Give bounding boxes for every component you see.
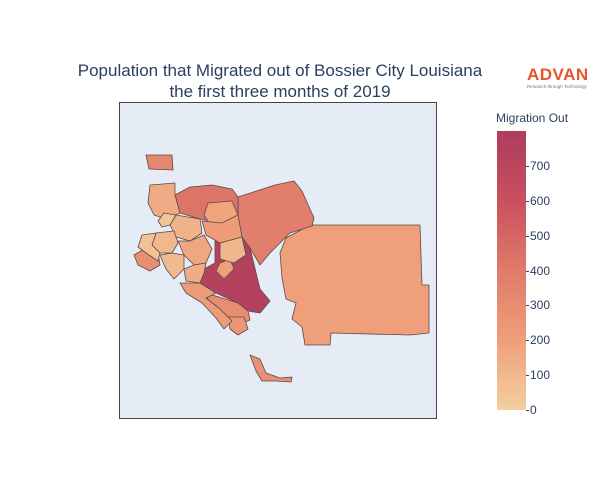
colorbar-tick-label: 200 [530,333,551,348]
colorbar-tick-mark [526,340,529,342]
advan-logo-tagline: Research through Technology [527,84,587,89]
map-region-zone-interior-11[interactable] [215,258,235,280]
map-region-zone-south-detached[interactable] [249,354,293,383]
advan-logo: ADVAN Research through Technology [527,66,597,90]
colorbar-tick-label: 100 [530,368,551,383]
colorbar-tick-label: 600 [530,193,551,208]
colorbar-tick-label: 0 [530,403,537,417]
colorbar-gradient [497,131,526,410]
colorbar-tick-mark [526,165,529,167]
map-region-zone-detached-north[interactable] [145,154,174,171]
chart-title: Population that Migrated out of Bossier … [0,60,560,102]
map-region-zone-interior-8[interactable] [159,252,185,280]
colorbar-tick-mark [526,410,529,411]
map-region-zone-interior-7[interactable] [177,234,213,266]
map-region-zone-river-strip[interactable] [179,282,233,330]
map-region-zone-interior-10[interactable] [157,212,177,228]
map-region-zone-south-tail-b[interactable] [227,316,249,336]
colorbar-tick-mark [526,375,529,377]
colorbar-tick-mark [526,235,529,237]
colorbar-tick-mark [526,270,529,272]
map-region-zone-interior-12[interactable] [219,236,247,264]
colorbar-tick-mark [526,200,529,202]
colorbar-tick-label: 300 [530,298,551,313]
map-region-zone-interior-9[interactable] [183,262,207,284]
chart-title-line2: the first three months of 2019 [169,82,391,101]
colorbar-tick-label: 400 [530,263,551,278]
map-region-zone-far-east[interactable] [279,224,430,346]
advan-logo-wordmark: ADVAN [527,65,589,84]
colorbar-tick-label: 500 [530,228,551,243]
map-region-zone-interior-6[interactable] [137,232,161,262]
colorbar-tick-mark [526,305,529,307]
chart-title-line1: Population that Migrated out of Bossier … [77,61,483,80]
colorbar-tick-label: 700 [530,158,551,173]
map-plot-area[interactable] [119,102,437,419]
colorbar-title: Migration Out [496,111,569,125]
choropleth-map [133,154,430,383]
